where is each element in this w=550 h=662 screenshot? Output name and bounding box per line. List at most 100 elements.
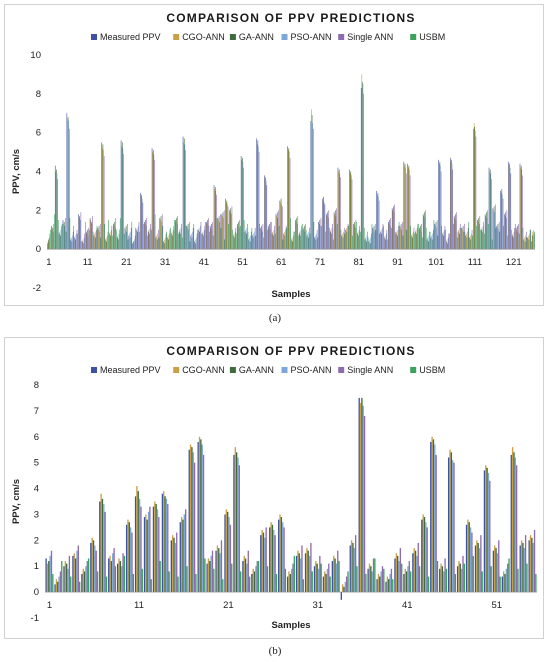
bar — [207, 225, 209, 250]
bar — [445, 229, 446, 250]
bar — [472, 235, 473, 250]
bar — [378, 200, 380, 250]
bar — [359, 403, 362, 593]
bar — [189, 444, 192, 593]
bar — [368, 241, 370, 250]
bar — [87, 235, 89, 250]
bar — [162, 225, 164, 250]
bar — [520, 165, 522, 250]
bar — [480, 229, 481, 250]
bar — [437, 235, 439, 250]
bar — [211, 229, 213, 250]
bar — [490, 566, 492, 593]
x-tick-label: 91 — [392, 257, 403, 268]
bar — [198, 229, 199, 250]
bar — [352, 542, 354, 593]
bar — [511, 229, 512, 250]
bar — [273, 235, 274, 250]
bar — [276, 216, 277, 250]
bar — [254, 227, 256, 250]
bar — [169, 229, 171, 250]
bar — [473, 122, 475, 250]
bar — [264, 179, 266, 250]
bar — [312, 122, 313, 250]
x-tick-label: 111 — [468, 257, 482, 268]
bar — [383, 225, 384, 250]
bar — [511, 235, 513, 250]
bar — [485, 465, 487, 593]
bar — [310, 121, 312, 250]
bar — [125, 524, 128, 593]
bar — [90, 220, 91, 250]
bar — [59, 231, 61, 250]
bar — [167, 235, 169, 250]
bar — [178, 231, 180, 250]
y-tick-label: 4 — [34, 484, 39, 495]
bar — [220, 540, 223, 593]
bar — [395, 233, 397, 250]
bar — [92, 216, 93, 250]
bar — [391, 227, 392, 250]
bar — [446, 239, 448, 250]
bar — [222, 579, 224, 593]
bar — [82, 241, 83, 250]
bar — [137, 231, 139, 250]
bar — [56, 169, 57, 250]
bar — [66, 563, 68, 593]
bar — [407, 167, 409, 250]
bar — [250, 231, 252, 250]
bar — [393, 206, 394, 250]
bar — [265, 527, 267, 593]
bar — [136, 229, 137, 250]
bar — [475, 136, 477, 250]
bar — [515, 465, 518, 593]
bar — [228, 223, 229, 250]
bar — [116, 229, 117, 250]
bar — [414, 233, 415, 250]
bar — [197, 229, 198, 250]
bar — [233, 233, 235, 250]
bar — [291, 239, 292, 250]
bar — [336, 208, 337, 250]
legend-label: Measured PPV — [100, 365, 161, 375]
bar — [464, 231, 466, 250]
bar — [264, 537, 266, 593]
bar — [404, 568, 406, 593]
bar — [342, 237, 344, 250]
bar — [94, 545, 96, 593]
caption-b: (b) — [268, 645, 282, 657]
bar — [186, 225, 188, 250]
bar — [489, 480, 491, 593]
bar — [423, 216, 425, 250]
bar — [85, 566, 87, 593]
bar — [476, 225, 477, 250]
bar — [229, 524, 232, 593]
bar — [316, 563, 318, 593]
bar — [477, 220, 478, 250]
bar — [164, 243, 166, 250]
bar — [430, 441, 432, 593]
bar — [460, 227, 462, 250]
x-tick-label: 41 — [402, 600, 413, 611]
bar — [433, 229, 434, 250]
bar — [326, 216, 328, 250]
bar — [377, 573, 380, 593]
bar — [524, 237, 525, 250]
bar — [493, 206, 495, 250]
bar — [62, 220, 64, 250]
bar — [94, 233, 95, 250]
x-tick-label: 21 — [121, 257, 132, 268]
bar — [171, 233, 172, 250]
bar — [315, 235, 316, 250]
bar — [195, 243, 197, 250]
bar — [119, 561, 122, 593]
bar — [373, 225, 375, 250]
bar — [358, 235, 359, 250]
bar — [261, 529, 263, 593]
bar — [118, 558, 120, 593]
bar — [487, 210, 488, 250]
bar — [97, 227, 99, 250]
bar — [472, 555, 474, 593]
bar — [134, 496, 137, 593]
bar — [273, 529, 275, 593]
